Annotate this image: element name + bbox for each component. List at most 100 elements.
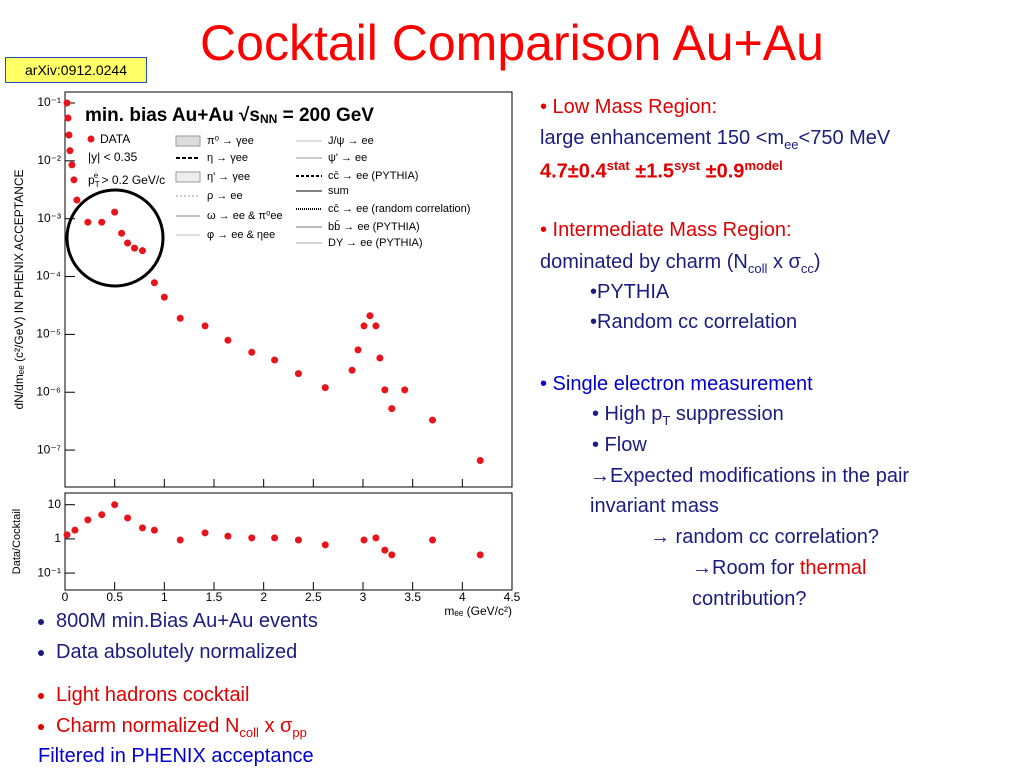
data-point: [84, 516, 92, 524]
x-axis-label: mₑₑ (GeV/c²): [444, 604, 512, 618]
note-item: •PYTHIA: [590, 281, 670, 303]
legend-label: cc̄ → ee (random correlation): [328, 203, 470, 215]
x-tick-label: 0.5: [106, 590, 123, 604]
note-item: →Expected modifications in the pair: [590, 465, 910, 487]
data-point: [124, 239, 132, 247]
x-tick-label: 3: [360, 590, 367, 604]
data-point: [248, 348, 256, 356]
legend-label: ρ → ee: [207, 190, 243, 202]
data-point: [150, 279, 158, 287]
text-part: T: [662, 413, 671, 428]
data-point: [138, 247, 146, 255]
y-tick-label: 10⁻⁶: [36, 384, 61, 398]
data-point: [64, 114, 72, 122]
legend-label: η' → γee: [207, 171, 250, 183]
text-part: stat: [606, 158, 630, 173]
text-part: pp: [292, 725, 307, 740]
highlight-circle: [65, 188, 165, 288]
legend-label: DY → ee (PYTHIA): [328, 237, 423, 249]
ratio-frame: [64, 492, 513, 591]
y-tick-label: 10⁻⁴: [36, 269, 61, 283]
data-point: [360, 322, 368, 330]
text-part: ): [813, 251, 821, 273]
data-point: [294, 536, 302, 544]
data-point: [388, 551, 396, 559]
data-point: [63, 99, 71, 107]
text-part: x: [258, 715, 281, 737]
data-point: [366, 312, 374, 320]
data-point: [429, 536, 437, 544]
text-part: <750 MeV: [798, 127, 891, 149]
data-point: [73, 196, 81, 204]
text-part: large enhancement 150 <m: [540, 127, 785, 149]
main-frame: [64, 91, 513, 488]
data-point: [388, 405, 396, 413]
note-result: 4.7±0.4stat ±1.5syst ±0.9model: [540, 154, 783, 184]
reference-tag: arXiv:0912.0244: [5, 57, 147, 83]
cut-label: |y| < 0.35: [88, 150, 138, 164]
note-item: •Random cc correlation: [590, 311, 798, 333]
data-point: [376, 354, 384, 362]
cut-part: p: [88, 173, 95, 187]
data-point: [294, 370, 302, 378]
y-tick-label: 10⁻¹: [37, 565, 61, 579]
summary-footer: Filtered in PHENIX acceptance: [38, 745, 314, 767]
y-tick-label: 10⁻²: [37, 153, 61, 167]
legend-header-part: NN: [260, 112, 277, 126]
data-point: [124, 514, 132, 522]
legend-swatches: [175, 135, 322, 244]
data-point: [65, 131, 73, 139]
note-text: dominated by charm (Ncoll x σcc): [540, 250, 821, 281]
x-tick-label: 4.5: [504, 590, 521, 604]
data-point: [201, 529, 209, 537]
y-tick-label: 10⁻⁵: [36, 327, 61, 341]
data-point: [476, 551, 484, 559]
data-point: [84, 218, 92, 226]
text-part: 4.7±0.4: [540, 160, 607, 183]
data-point: [381, 386, 389, 394]
x-tick-label: 0: [62, 590, 69, 604]
text-part: thermal: [799, 557, 867, 579]
note-heading: • Single electron measurement: [540, 373, 813, 395]
data-point: [429, 416, 437, 424]
text-part: →Room for: [692, 557, 800, 579]
data-point: [381, 546, 389, 554]
x-tick-label: 1.5: [206, 590, 223, 604]
data-point: [111, 208, 119, 216]
text-part: x: [767, 251, 789, 273]
legend-header: min. bias Au+Au √sNN = 200 GeV: [85, 105, 374, 126]
x-tick-label: 4: [459, 590, 466, 604]
data-point: [201, 322, 209, 330]
data-point: [68, 161, 76, 169]
text-part: ±0.9: [700, 160, 745, 183]
text-part: suppression: [670, 403, 784, 425]
legend-label: J/ψ → ee: [328, 135, 374, 147]
text-part: syst: [674, 158, 701, 173]
data-point: [271, 356, 279, 364]
summary-item: 800M min.Bias Au+Au events: [56, 606, 318, 637]
note-item: • Flow: [592, 434, 647, 456]
note-item: • High pT suppression: [592, 402, 784, 433]
x-tick-label: 2.5: [305, 590, 322, 604]
x-tick-label: 1: [161, 590, 168, 604]
note-item: →Room for thermal: [692, 556, 867, 580]
data-point: [138, 524, 146, 532]
swatch: [175, 171, 201, 183]
x-tick-label: 2: [260, 590, 267, 604]
text-part: cc: [800, 261, 814, 276]
data-point: [372, 322, 380, 330]
data-point: [160, 293, 168, 301]
text-part: σ: [788, 251, 801, 273]
y-axis-label: dN/dmₑₑ (c²/GeV) IN PHENIX ACCEPTANCE: [12, 169, 26, 409]
data-point: [321, 384, 329, 392]
cut-part: e: [94, 171, 99, 180]
legend-label: π⁰ → γee: [207, 135, 254, 147]
data-point: [150, 526, 158, 534]
data-point: [354, 346, 362, 354]
cut-part: T: [95, 180, 100, 189]
legend-label: η → γee: [207, 152, 248, 164]
data-point: [224, 336, 232, 344]
text-part: ±1.5: [629, 160, 675, 183]
legend-header-part: √s: [239, 105, 260, 126]
